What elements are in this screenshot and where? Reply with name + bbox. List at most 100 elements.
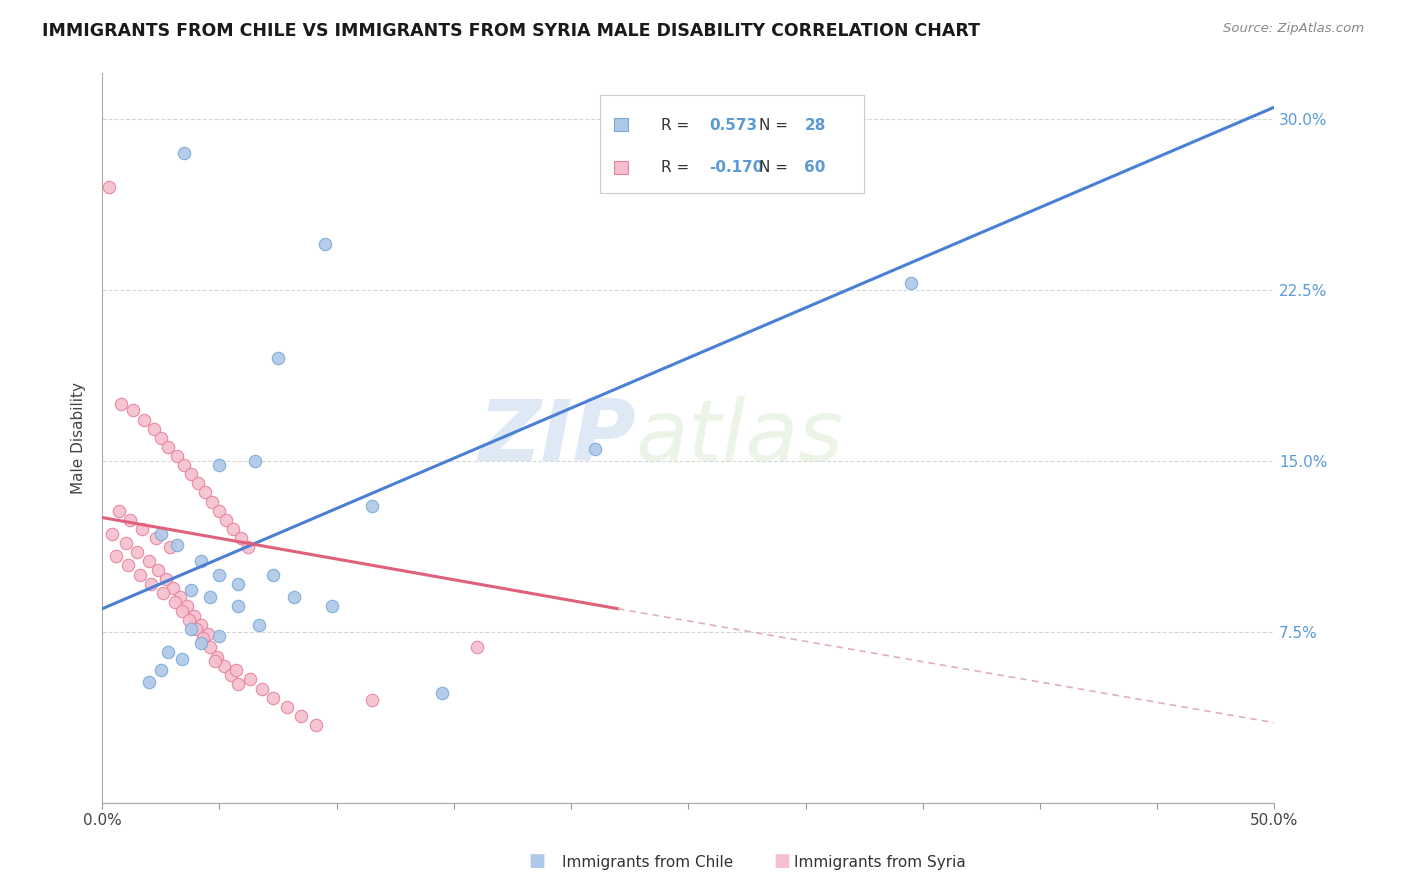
Point [187, 476, 209, 491]
Point [127, 545, 149, 559]
Point [117, 558, 139, 573]
Y-axis label: Male Disability: Male Disability [72, 382, 86, 494]
Point [250, 681, 273, 696]
Point [180, 467, 202, 482]
Point [212, 658, 235, 673]
Point [304, 718, 326, 732]
Point [226, 599, 249, 614]
Point [142, 422, 165, 436]
Point [208, 504, 231, 518]
Text: 60: 60 [804, 161, 825, 176]
Text: atlas: atlas [636, 396, 844, 479]
Point [163, 595, 186, 609]
Point [262, 567, 284, 582]
Point [176, 599, 198, 614]
Point [239, 673, 262, 687]
Text: Immigrants from Syria: Immigrants from Syria [794, 855, 966, 870]
Point [191, 632, 214, 646]
Point [190, 617, 212, 632]
Point [177, 613, 200, 627]
Point [128, 567, 150, 582]
Point [155, 572, 177, 586]
Point [208, 567, 231, 582]
Text: Immigrants from Chile: Immigrants from Chile [562, 855, 734, 870]
Point [162, 581, 184, 595]
Point [173, 145, 195, 160]
Point [166, 538, 188, 552]
Point [198, 591, 221, 605]
Point [138, 674, 160, 689]
Point [205, 649, 228, 664]
Point [243, 453, 266, 467]
Text: ■: ■ [529, 852, 546, 870]
Text: N =: N = [759, 161, 793, 176]
Point [134, 412, 156, 426]
Text: 28: 28 [804, 118, 825, 133]
Point [321, 599, 343, 614]
Point [183, 608, 205, 623]
Point [201, 494, 224, 508]
Point [290, 709, 312, 723]
Text: -0.170: -0.170 [710, 161, 763, 176]
Point [152, 586, 174, 600]
Text: R =: R = [661, 118, 695, 133]
Point [131, 522, 153, 536]
Point [204, 654, 226, 668]
Text: Source: ZipAtlas.com: Source: ZipAtlas.com [1223, 22, 1364, 36]
Point [145, 531, 167, 545]
Point [360, 499, 382, 513]
Point [247, 617, 270, 632]
Point [156, 440, 179, 454]
Point [149, 526, 172, 541]
Bar [614, 161, 627, 174]
Point [166, 449, 188, 463]
Point [173, 458, 195, 472]
Point [149, 663, 172, 677]
Point [170, 652, 193, 666]
Point [114, 535, 136, 549]
Point [184, 622, 207, 636]
Point [267, 351, 290, 365]
Point [583, 442, 606, 457]
Point [226, 576, 249, 591]
Point [107, 504, 129, 518]
Point [900, 276, 922, 290]
FancyBboxPatch shape [600, 95, 865, 194]
Point [208, 458, 231, 472]
Text: ZIP: ZIP [478, 396, 636, 479]
Point [198, 640, 221, 655]
Point [194, 485, 217, 500]
Point [105, 549, 128, 564]
Point [222, 522, 245, 536]
Point [100, 526, 122, 541]
Point [138, 554, 160, 568]
Point [148, 563, 170, 577]
Point [156, 645, 179, 659]
Point [360, 693, 382, 707]
Point [465, 640, 488, 655]
Point [110, 396, 132, 410]
Point [262, 690, 284, 705]
Point [283, 591, 305, 605]
Point [159, 540, 181, 554]
Point [314, 237, 336, 252]
Point [170, 604, 193, 618]
Point [226, 677, 249, 691]
Point [276, 699, 298, 714]
Point [180, 622, 202, 636]
Point [190, 554, 212, 568]
Text: N =: N = [759, 118, 793, 133]
Point [98, 180, 121, 194]
Point [208, 629, 231, 643]
Bar [614, 119, 627, 131]
Text: ■: ■ [773, 852, 790, 870]
Point [225, 663, 247, 677]
Point [149, 431, 172, 445]
Point [141, 576, 163, 591]
Point [430, 686, 453, 700]
Point [236, 540, 259, 554]
Point [190, 636, 212, 650]
Text: R =: R = [661, 161, 695, 176]
Point [215, 513, 238, 527]
Point [180, 583, 202, 598]
